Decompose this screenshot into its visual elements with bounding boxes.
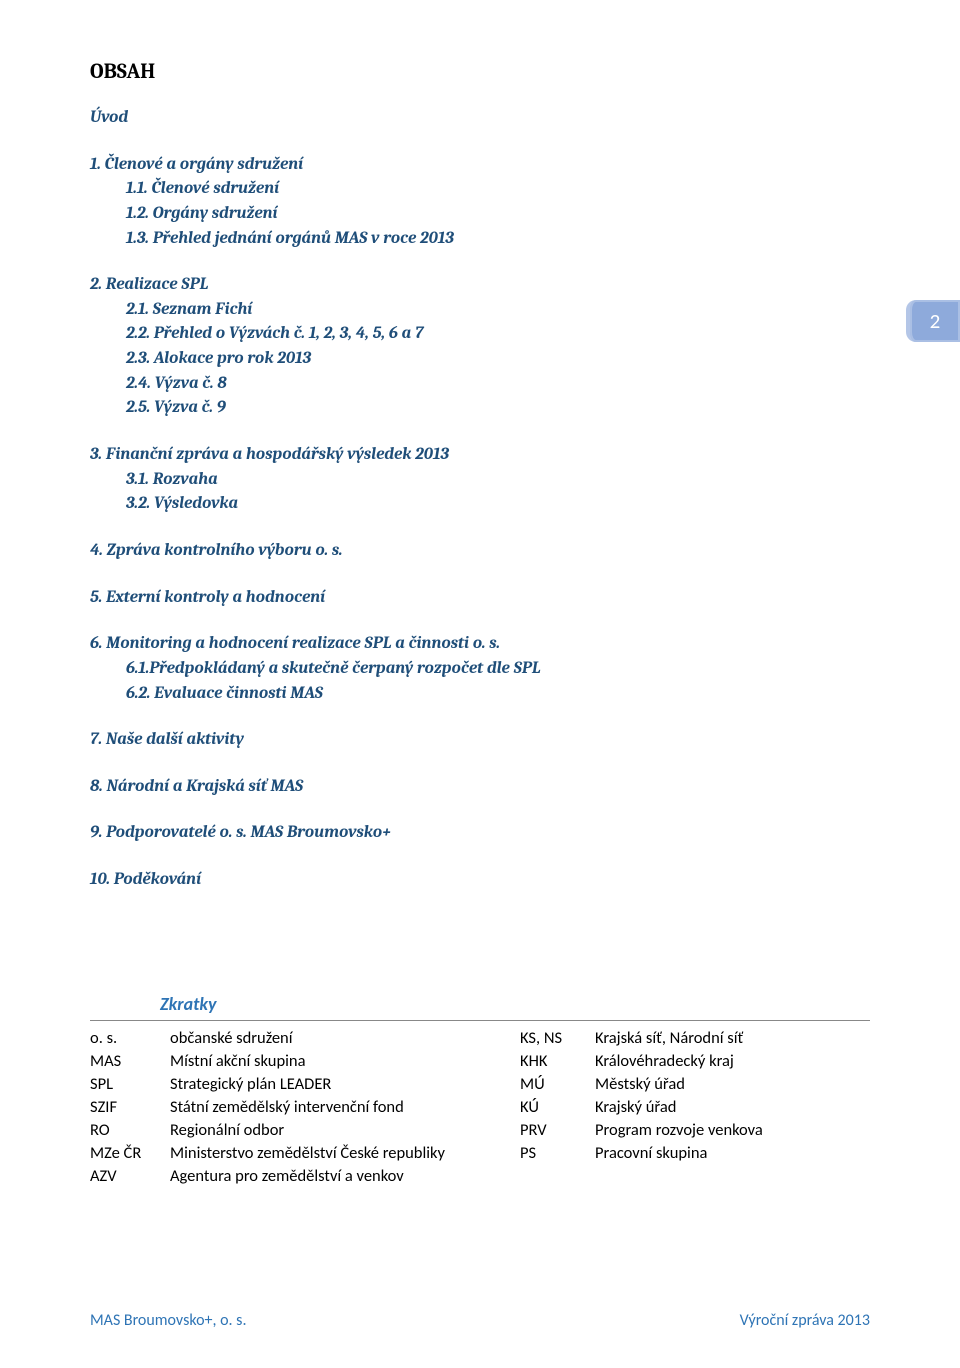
def-left: občanské sdružení [170,1027,520,1050]
table-row: o. s. občanské sdružení KS, NS Krajská s… [90,1027,870,1050]
toc-s4: 4. Zpráva kontrolního výboru o. s. [90,541,343,560]
toc-s6-1: 6.1.Předpokládaný a skutečně čerpaný roz… [126,659,541,678]
toc-s10: 10. Poděkování [90,870,201,889]
abbr-left: MAS [90,1050,170,1073]
def-right: Program rozvoje venkova [595,1119,870,1142]
page-content: OBSAH Úvod 1. Členové a orgány sdružení … [0,0,960,1188]
abbr-right: MÚ [520,1073,595,1096]
abbr-right: PRV [520,1119,595,1142]
def-right: Městský úřad [595,1073,870,1096]
table-row: MAS Místní akční skupina KHK Královéhrad… [90,1050,870,1073]
footer-left: MAS Broumovsko+, o. s. [90,1311,246,1330]
toc-s5: 5. Externí kontroly a hodnocení [90,588,325,607]
page-number-badge: 2 [906,300,960,342]
toc-s3-2: 3.2. Výsledovka [126,494,238,513]
abbr-left: SZIF [90,1096,170,1119]
toc-intro: Úvod [90,108,128,127]
abbreviations-section: Zkratky o. s. občanské sdružení KS, NS K… [90,993,870,1189]
toc-s1-1: 1.1. Členové sdružení [126,179,279,198]
def-left: Státní zemědělský intervenční fond [170,1096,520,1119]
abbr-right: KS, NS [520,1027,595,1050]
def-left: Strategický plán LEADER [170,1073,520,1096]
toc-s2-4: 2.4. Výzva č. 8 [126,374,227,393]
table-row: SZIF Státní zemědělský intervenční fond … [90,1096,870,1119]
table-of-contents: Úvod 1. Členové a orgány sdružení 1.1. Č… [90,106,870,893]
toc-s2-5: 2.5. Výzva č. 9 [126,398,226,417]
table-row: SPL Strategický plán LEADER MÚ Městský ú… [90,1073,870,1096]
abbr-right: KHK [520,1050,595,1073]
abbr-left: SPL [90,1073,170,1096]
def-right: Královéhradecký kraj [595,1050,870,1073]
table-row: RO Regionální odbor PRV Program rozvoje … [90,1119,870,1142]
abbr-left: AZV [90,1165,170,1188]
def-left: Místní akční skupina [170,1050,520,1073]
divider [90,1020,870,1021]
toc-s9: 9. Podporovatelé o. s. MAS Broumovsko+ [90,823,391,842]
abbreviations-title: Zkratky [90,993,870,1015]
def-left: Regionální odbor [170,1119,520,1142]
toc-s2: 2. Realizace SPL [90,275,208,294]
page-footer: MAS Broumovsko+, o. s. Výroční zpráva 20… [90,1310,870,1330]
toc-s1-2: 1.2. Orgány sdružení [126,204,278,223]
def-right: Krajský úřad [595,1096,870,1119]
toc-s2-3: 2.3. Alokace pro rok 2013 [126,349,311,368]
toc-s6: 6. Monitoring a hodnocení realizace SPL … [90,634,500,653]
footer-right: Výroční zpráva 2013 [740,1311,870,1330]
abbr-right [520,1165,595,1188]
def-right: Krajská síť, Národní síť [595,1027,870,1050]
table-row: AZV Agentura pro zemědělství a venkov [90,1165,870,1188]
abbr-left: o. s. [90,1027,170,1050]
def-left: Agentura pro zemědělství a venkov [170,1165,520,1188]
abbr-right: PS [520,1142,595,1165]
toc-s3-1: 3.1. Rozvaha [126,470,218,489]
toc-s2-2: 2.2. Přehled o Výzvách č. 1, 2, 3, 4, 5,… [126,324,424,343]
def-right [595,1165,870,1188]
def-left: Ministerstvo zemědělství České republiky [170,1142,520,1165]
toc-s1: 1. Členové a orgány sdružení [90,155,303,174]
toc-s1-3: 1.3. Přehled jednání orgánů MAS v roce 2… [126,229,454,248]
toc-s3: 3. Finanční zpráva a hospodářský výslede… [90,445,449,464]
toc-s7: 7. Naše další aktivity [90,730,244,749]
table-row: MZe ČR Ministerstvo zemědělství České re… [90,1142,870,1165]
abbreviations-table: o. s. občanské sdružení KS, NS Krajská s… [90,1027,870,1189]
def-right: Pracovní skupina [595,1142,870,1165]
toc-s2-1: 2.1. Seznam Fichí [126,300,252,319]
toc-s6-2: 6.2. Evaluace činnosti MAS [126,684,323,703]
main-title: OBSAH [90,60,870,84]
abbr-left: MZe ČR [90,1142,170,1165]
abbr-right: KÚ [520,1096,595,1119]
toc-s8: 8. Národní a Krajská síť MAS [90,777,303,796]
abbr-left: RO [90,1119,170,1142]
